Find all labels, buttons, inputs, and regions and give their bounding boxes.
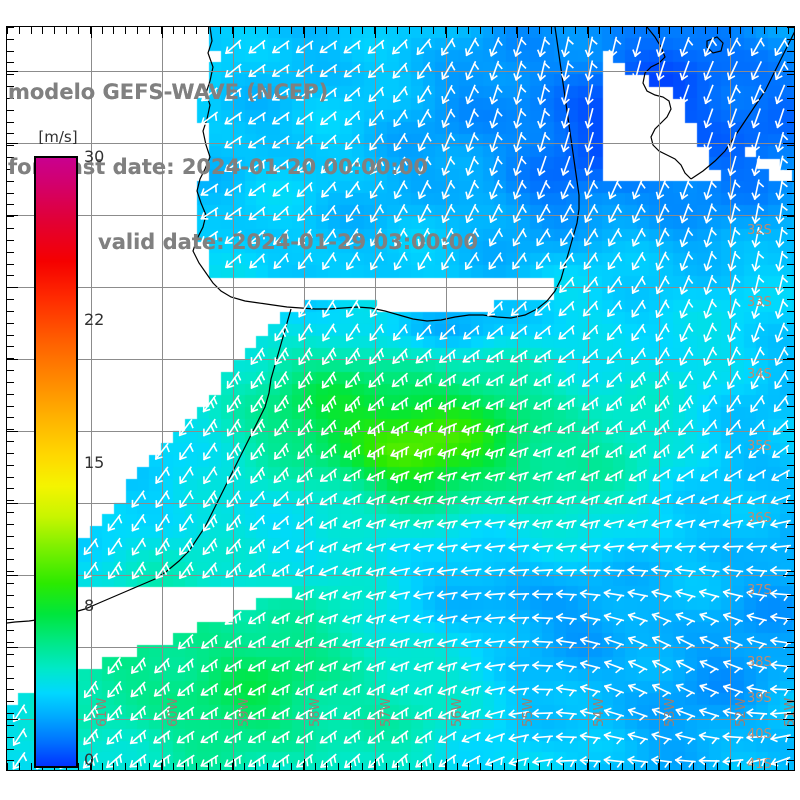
title-model: modelo GEFS-WAVE (NCEP)	[8, 80, 329, 104]
colorbar-tick-15: 15	[84, 453, 105, 472]
colorbar-tick-22: 22	[84, 310, 105, 329]
lon-label: 55W	[521, 697, 536, 727]
lat-label: 40S	[747, 727, 772, 742]
colorbar-gradient[interactable]	[34, 156, 78, 768]
lat-label: 37S	[747, 583, 772, 598]
lat-label: 38S	[747, 655, 772, 670]
lon-label: 61W	[95, 697, 110, 727]
lon-label: 57W	[379, 697, 394, 727]
gridline-lat	[7, 359, 794, 360]
lat-label: 41S	[747, 757, 772, 770]
gridline-lon	[91, 27, 92, 770]
colorbar-tick-8: 8	[84, 596, 95, 615]
gridline-lon	[588, 27, 589, 770]
lat-label: 36S	[747, 511, 772, 526]
lon-label: 60W	[166, 697, 181, 727]
lat-label: 34S	[747, 367, 772, 382]
gridline-lat	[7, 647, 794, 648]
colorbar-unit-label: [m/s]	[38, 128, 78, 146]
lat-label: 33S	[747, 295, 772, 310]
gridline-lon	[162, 27, 163, 770]
gridline-lat	[7, 431, 794, 432]
lat-label: 35S	[747, 439, 772, 454]
colorbar-tick-30: 30	[84, 147, 105, 166]
gridline-lat	[7, 719, 794, 720]
title-valid-date: valid date: 2024-01-29 03:00:00	[98, 230, 478, 254]
gridline-lat	[7, 287, 794, 288]
colorbar[interactable]: [m/s] 30 22 15 8 0	[34, 128, 104, 769]
lon-label: 58W	[308, 697, 323, 727]
lon-label: 59W	[237, 697, 252, 727]
lon-label: 51W	[783, 697, 794, 727]
gridline-lat	[7, 575, 794, 576]
lon-label: 56W	[450, 697, 465, 727]
lat-label: 32S	[747, 223, 772, 238]
lat-label: 39S	[747, 691, 772, 706]
gridline-lat	[7, 503, 794, 504]
figure-title-block: modelo GEFS-WAVE (NCEP) forecast date: 2…	[8, 30, 568, 305]
gridline-lon	[659, 27, 660, 770]
colorbar-tick-0: 0	[84, 750, 95, 769]
lon-label: 54W	[592, 697, 607, 727]
gridline-lon	[730, 27, 731, 770]
lon-label: 53W	[663, 697, 678, 727]
